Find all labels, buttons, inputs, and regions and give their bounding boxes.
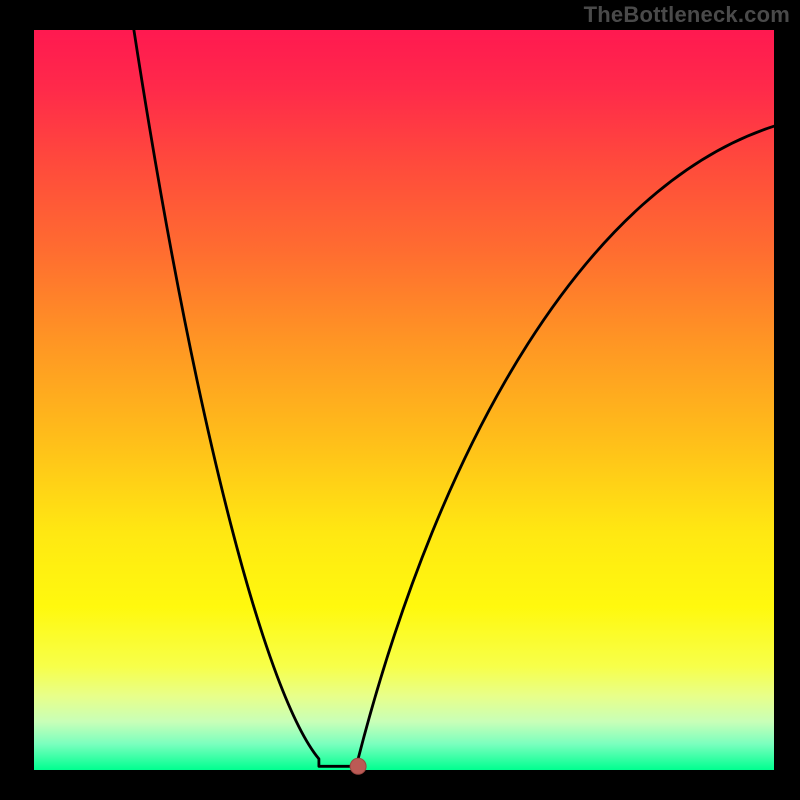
bottleneck-chart xyxy=(0,0,800,800)
chart-background xyxy=(34,30,774,770)
minimum-marker xyxy=(350,758,366,774)
watermark-text: TheBottleneck.com xyxy=(584,2,790,28)
